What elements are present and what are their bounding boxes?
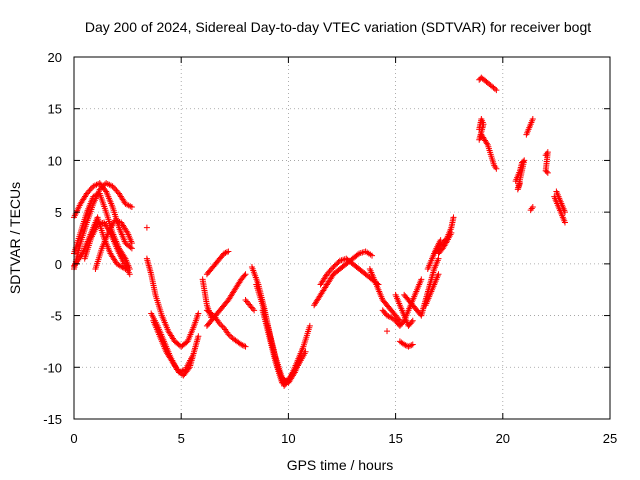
data-point <box>401 341 408 348</box>
data-point <box>302 348 309 355</box>
data-point <box>188 353 195 360</box>
data-point <box>87 186 94 193</box>
y-tick-label: -5 <box>50 309 62 324</box>
data-point <box>195 310 202 317</box>
data-point <box>239 342 246 349</box>
y-axis-title: SDTVAR / TECUs <box>7 182 23 294</box>
data-point <box>85 189 92 196</box>
data-point <box>113 187 120 194</box>
data-point <box>493 165 500 172</box>
data-point <box>223 249 230 256</box>
data-point <box>443 239 450 246</box>
data-point <box>384 328 391 335</box>
data-point <box>110 184 117 191</box>
data-point <box>225 331 232 338</box>
data-point <box>325 269 332 276</box>
x-tick-label: 25 <box>603 431 617 446</box>
data-point <box>402 342 409 349</box>
data-point <box>241 342 248 349</box>
data-point <box>102 187 109 194</box>
data-point <box>143 224 150 231</box>
data-point <box>483 140 490 147</box>
ticks <box>73 56 611 420</box>
data-point <box>222 249 229 256</box>
data-point <box>493 87 500 94</box>
data-point <box>491 85 498 92</box>
x-tick-label: 15 <box>388 431 402 446</box>
data-point <box>241 272 248 279</box>
data-point <box>561 209 568 216</box>
data-point <box>409 317 416 324</box>
x-axis-title: GPS time / hours <box>287 457 394 473</box>
y-tick-label: 10 <box>48 153 62 168</box>
data-point <box>109 183 116 190</box>
data-point <box>435 271 442 278</box>
data-point <box>306 322 313 329</box>
x-tick-label: 10 <box>281 431 295 446</box>
tick-labels: 0 5 10 15 20 25 -15 -10 -5 0 5 10 15 20 <box>43 50 617 446</box>
x-tick-label: 0 <box>70 431 77 446</box>
data-point <box>369 252 376 259</box>
data-point <box>437 237 444 244</box>
y-tick-label: 15 <box>48 102 62 117</box>
data-point <box>405 343 412 350</box>
y-tick-label: -15 <box>43 412 62 427</box>
data-point <box>448 229 455 236</box>
chart-title: Day 200 of 2024, Sidereal Day-to-day VTE… <box>85 19 591 35</box>
x-tick-label: 20 <box>496 431 510 446</box>
data-point <box>326 268 333 275</box>
data-point <box>225 248 232 255</box>
data-point <box>408 342 415 349</box>
data-point <box>83 190 90 197</box>
data-point <box>238 341 245 348</box>
y-tick-label: -10 <box>43 360 62 375</box>
data-point <box>242 343 249 350</box>
grid <box>74 57 610 419</box>
data-point <box>216 320 223 327</box>
data-point <box>195 333 202 340</box>
data-point <box>323 271 330 278</box>
data-point <box>123 228 130 235</box>
y-tick-label: 20 <box>48 50 62 65</box>
data-point <box>226 332 233 339</box>
data-point <box>408 319 415 326</box>
data-point <box>218 322 225 329</box>
data-point <box>251 307 258 314</box>
data-point <box>384 312 391 319</box>
data-point <box>327 266 334 273</box>
data-point <box>249 305 256 312</box>
data-point <box>409 341 416 348</box>
data-point <box>329 265 336 272</box>
data-point <box>112 186 119 193</box>
plot-frame <box>73 56 611 420</box>
data-point <box>450 214 457 221</box>
data-point <box>208 314 215 321</box>
data-point <box>529 116 536 123</box>
x-tick-label: 5 <box>178 431 185 446</box>
y-tick-label: 5 <box>55 205 62 220</box>
data-point <box>242 271 249 278</box>
data-point <box>126 271 133 278</box>
data-point <box>418 276 425 283</box>
data-point <box>529 203 536 210</box>
data-point <box>406 342 413 349</box>
y-tick-label: 0 <box>55 257 62 272</box>
data-point <box>128 245 135 252</box>
data-point <box>435 255 442 262</box>
data-points <box>71 74 568 389</box>
data-point <box>219 323 226 330</box>
data-point <box>86 187 93 194</box>
data-point <box>127 244 134 251</box>
data-point <box>543 168 550 175</box>
data-point <box>561 219 568 226</box>
data-point <box>544 169 551 176</box>
data-point <box>128 240 135 247</box>
data-point <box>385 313 392 320</box>
data-point <box>128 203 135 210</box>
data-point <box>516 180 523 187</box>
data-point <box>221 250 228 257</box>
